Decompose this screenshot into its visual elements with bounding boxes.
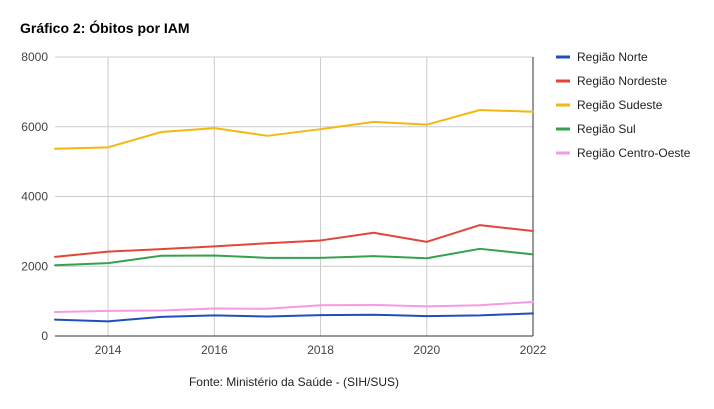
series-line xyxy=(54,109,534,150)
y-tick-label: 6000 xyxy=(21,120,48,134)
y-tick-label: 2000 xyxy=(21,259,48,273)
x-tick-label: 2020 xyxy=(413,343,440,357)
axes xyxy=(55,57,534,337)
legend-label: Região Sudeste xyxy=(577,98,663,112)
series-line xyxy=(54,312,534,323)
x-tick-label: 2022 xyxy=(520,343,547,357)
series-line xyxy=(54,300,534,313)
legend-label: Região Centro-Oeste xyxy=(577,146,691,160)
y-tick-label: 4000 xyxy=(21,190,48,204)
gridlines xyxy=(55,56,533,336)
x-tick-label: 2016 xyxy=(201,343,228,357)
y-tick-label: 8000 xyxy=(21,50,48,64)
series-line xyxy=(54,224,534,258)
legend-label: Região Sul xyxy=(577,122,636,136)
legend: Região Norte Região Nordeste Região Sudest… xyxy=(556,50,691,160)
series-line xyxy=(54,247,534,267)
tick-labels: 0 2000 4000 6000 8000 2014 2016 2018 2020 2022 xyxy=(21,50,546,357)
y-tick-label: 0 xyxy=(41,329,48,343)
x-tick-label: 2014 xyxy=(95,343,122,357)
series-lines xyxy=(54,109,534,323)
chart-caption: Fonte: Ministério da Saúde - (SIH/SUS) xyxy=(189,375,399,389)
x-tick-label: 2018 xyxy=(307,343,334,357)
legend-label: Região Nordeste xyxy=(577,74,667,88)
chart-title: Gráfico 2: Óbitos por IAM xyxy=(20,19,190,36)
legend-label: Região Norte xyxy=(577,50,648,64)
